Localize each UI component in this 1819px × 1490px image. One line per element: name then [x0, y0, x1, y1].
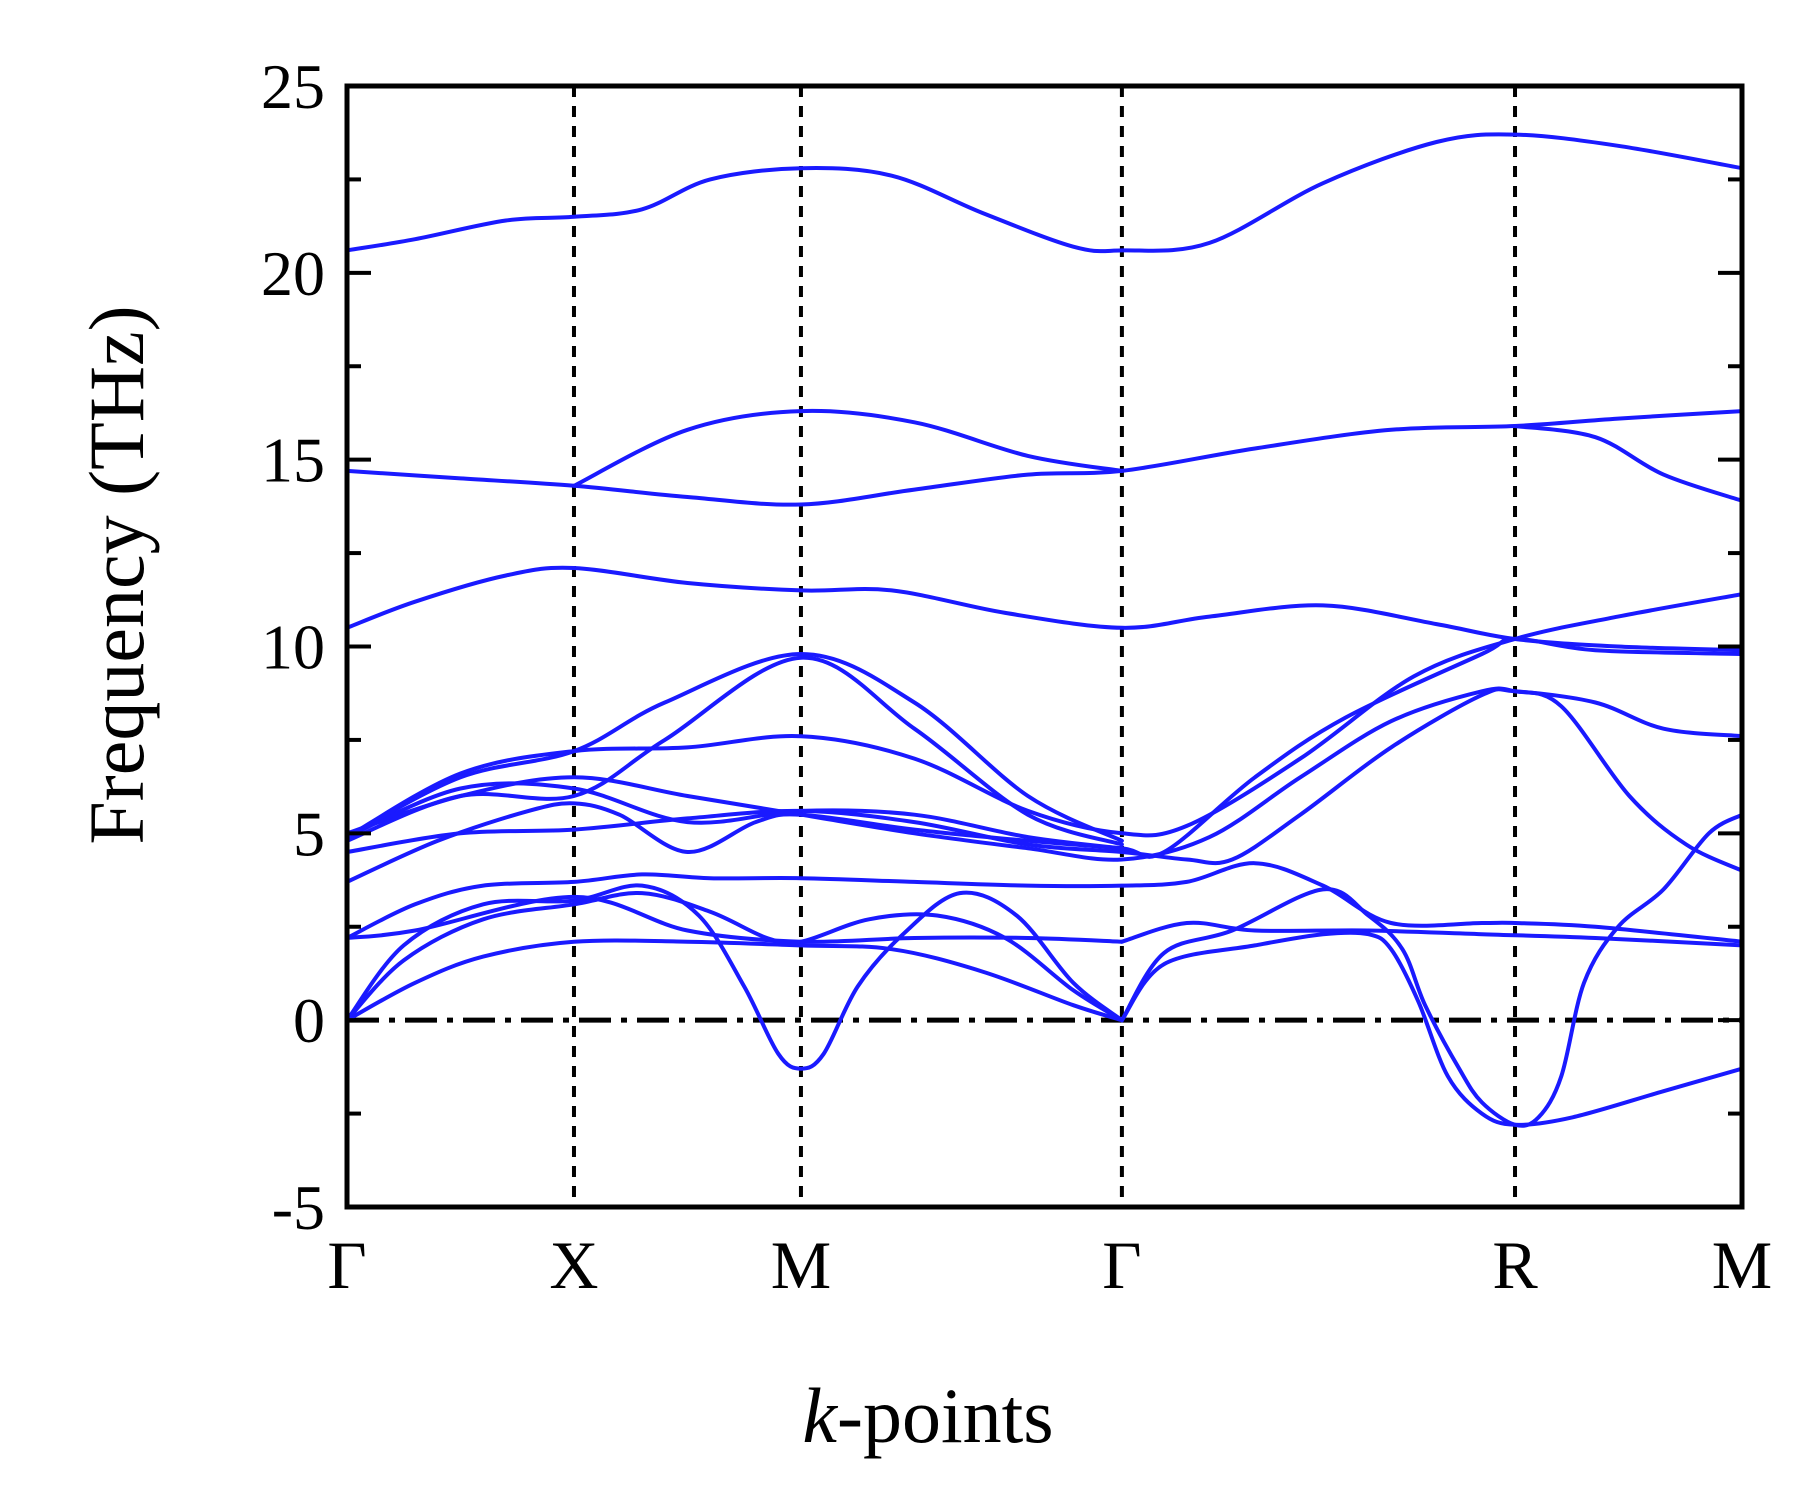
k-point-label: Γ: [327, 1227, 366, 1303]
axes: [344, 83, 1745, 1210]
y-tick-label: 0: [293, 985, 325, 1056]
phonon-branches: [347, 132, 1742, 1128]
phonon-branch-19: [1513, 424, 1742, 503]
y-tick-label: 15: [261, 425, 325, 496]
phonon-branch-7: [1119, 920, 1742, 948]
x-axis-label-rest: -points: [837, 1372, 1054, 1459]
phonon-branch-4: [1119, 930, 1742, 1127]
phonon-branch-6: [347, 861, 1742, 944]
phonon-branch-18: [572, 408, 1124, 488]
x-axis-label-italic-k: k: [802, 1372, 838, 1459]
y-axis-label: Frequency (THz): [73, 305, 160, 844]
phonon-branch-8: [347, 894, 1124, 944]
y-tick-label: 10: [261, 612, 325, 683]
k-point-label: M: [1712, 1227, 1772, 1303]
x-axis-label: k-points: [802, 1372, 1053, 1459]
phonon-branch-20: [347, 132, 1742, 254]
phonon-branch-3: [347, 883, 1124, 1071]
phonon-branch-11: [347, 686, 1742, 873]
k-point-label: R: [1492, 1227, 1538, 1303]
phonon-branch-5: [1119, 812, 1742, 1128]
k-point-label: Γ: [1102, 1227, 1141, 1303]
phonon-branch-1: [347, 938, 1124, 1023]
y-tick-label: -5: [272, 1172, 325, 1243]
high-symmetry-lines: [347, 86, 1742, 1207]
phonon-branch-14: [347, 652, 1124, 843]
phonon-branch-9: [347, 801, 1124, 884]
phonon-branch-16: [347, 565, 1742, 653]
y-tick-label: 5: [293, 798, 325, 869]
phonon-branch-15: [347, 655, 1124, 847]
y-tick-labels: 25 20 15 10 5 0 -5: [261, 51, 325, 1243]
y-tick-label: 20: [261, 238, 325, 309]
plot-frame: [344, 83, 1745, 1210]
y-tick-label: 25: [261, 51, 325, 122]
k-point-label: M: [771, 1227, 831, 1303]
k-point-label: X: [549, 1227, 598, 1303]
